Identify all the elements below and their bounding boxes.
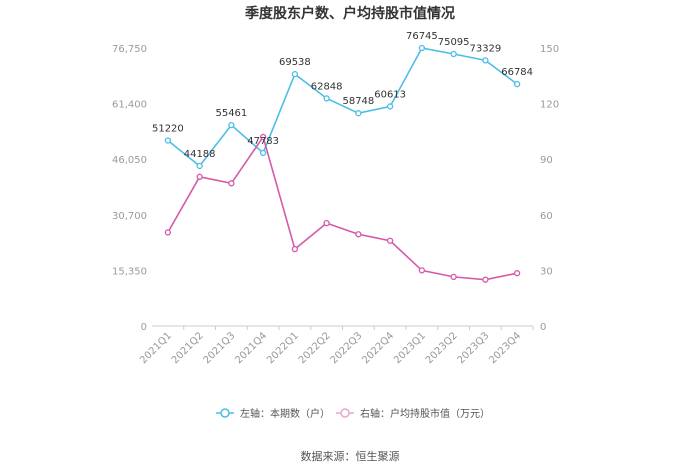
source-note: 数据来源：恒生聚源	[301, 449, 400, 463]
right-series-point	[164, 229, 172, 236]
legend-swatch-right-marker	[340, 408, 350, 418]
right-axis-tick-label: 60	[540, 211, 553, 222]
x-axis-tick-label: 2022Q3	[329, 330, 365, 366]
right-series-point	[291, 245, 299, 253]
right-series-point	[228, 180, 235, 187]
right-series-point	[482, 276, 489, 283]
x-axis-tick-label: 2021Q1	[138, 330, 174, 366]
left-series-point	[513, 80, 521, 88]
data-label: 60613	[374, 89, 406, 100]
left-series-point	[482, 57, 489, 64]
right-axis-tick-label: 30	[540, 266, 553, 277]
legend-item-left-series[interactable]: 左轴：本期数（户）	[216, 407, 330, 420]
right-axis-tick-label: 120	[540, 100, 559, 111]
data-label: 62848	[311, 81, 343, 92]
x-axis-tick-label: 2022Q1	[265, 330, 301, 366]
data-label: 44188	[184, 149, 216, 160]
left-series-point	[164, 137, 172, 144]
right-series-point	[386, 237, 394, 244]
data-label: 75095	[438, 37, 470, 48]
left-series-point	[291, 70, 299, 78]
data-label: 47783	[247, 136, 279, 147]
x-axis-tick-label: 2022Q4	[360, 330, 396, 366]
data-label: 55461	[215, 108, 247, 119]
legend-swatch-left-marker	[220, 408, 230, 418]
right-series-point	[196, 173, 203, 180]
left-series-point	[323, 95, 330, 102]
left-series-point	[386, 103, 394, 110]
data-label: 73329	[469, 43, 501, 54]
right-series-point	[418, 267, 426, 274]
left-series-point	[450, 50, 457, 58]
x-axis-tick-label: 2021Q3	[202, 330, 238, 366]
x-axis-tick-label: 2021Q2	[170, 330, 206, 366]
x-axis-tick-label: 2023Q2	[424, 330, 460, 366]
data-labels-group: 51220 44188 55461 47783 69538 62848 5874860613…	[152, 31, 533, 160]
x-axis-tick-label: 2021Q4	[233, 330, 269, 366]
left-axis-tick-label: 0	[141, 322, 147, 333]
left-axis-tick-label: 15,350	[112, 266, 147, 277]
x-axis-tick-label: 2023Q4	[487, 330, 523, 366]
left-axis-tick-label: 30,700	[112, 211, 147, 222]
left-series-point	[418, 44, 426, 52]
right-series-point	[259, 133, 267, 141]
data-label: 69538	[279, 57, 311, 68]
right-series-point	[355, 231, 362, 238]
left-axis-tick-label: 61,400	[112, 100, 147, 111]
chart-title: 季度股东户数、户均持股市值情况	[244, 5, 455, 22]
legend-item-right-series[interactable]: 右轴：户均持股市值（万元）	[336, 407, 490, 420]
left-series-point	[196, 162, 203, 170]
legend: 左轴：本期数（户） 右轴：户均持股市值（万元）	[216, 407, 490, 420]
data-label: 76745	[406, 31, 438, 42]
x-axis-tick-label: 2023Q1	[392, 330, 428, 366]
x-axis-tick-label: 2022Q2	[297, 330, 333, 366]
x-axis-tick-label: 2023Q3	[456, 330, 492, 366]
series-group	[164, 44, 521, 283]
right-axis-tick-label: 90	[540, 155, 553, 166]
legend-label-left: 左轴：本期数（户）	[240, 407, 330, 420]
left-series-point	[355, 110, 362, 117]
data-label: 66784	[501, 67, 533, 78]
left-series-point	[228, 121, 235, 129]
right-series-line	[167, 135, 518, 281]
right-axis-tick-label: 0	[540, 322, 546, 333]
left-series-line	[167, 47, 518, 168]
right-series-point	[323, 219, 330, 227]
right-series-point	[450, 273, 457, 281]
right-axis-tick-label: 150	[540, 44, 559, 55]
right-series-point	[513, 270, 521, 277]
left-axis-tick-label: 76,750	[112, 44, 147, 55]
left-axis-tick-label: 46,050	[112, 155, 147, 166]
data-label: 58748	[342, 96, 374, 107]
legend-label-right: 右轴：户均持股市值（万元）	[360, 407, 490, 420]
left-series-point	[259, 149, 267, 157]
data-label: 51220	[152, 123, 184, 134]
